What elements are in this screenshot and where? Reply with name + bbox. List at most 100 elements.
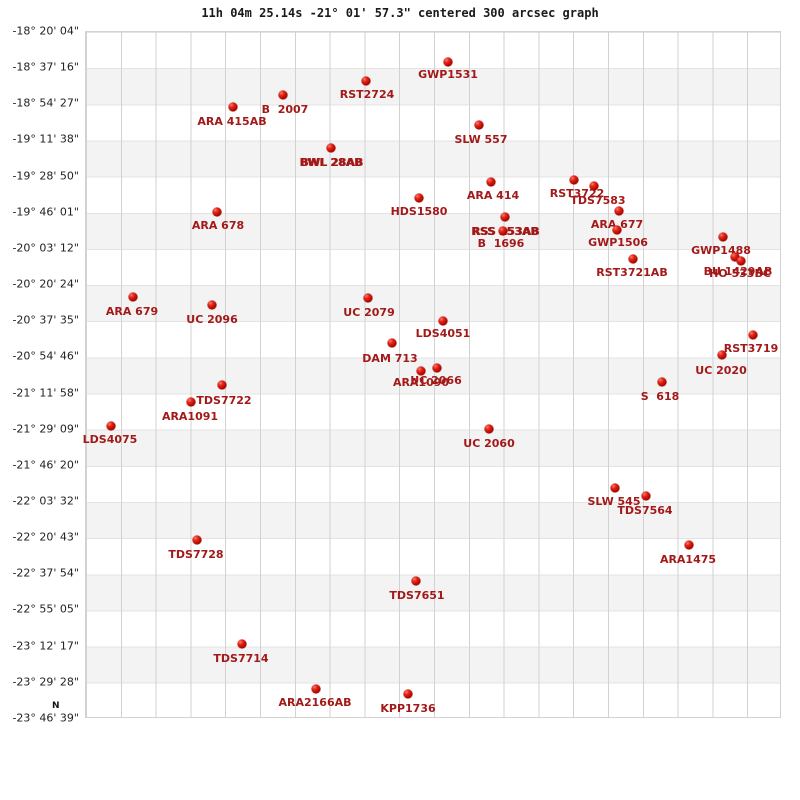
- y-tick-label: -22° 03' 32": [12, 494, 79, 508]
- star-dot: [614, 206, 624, 216]
- star-dot: [717, 350, 727, 360]
- star-dot: [569, 175, 579, 185]
- star-label: LDS4075: [82, 433, 138, 446]
- star-label: S 618: [640, 390, 680, 403]
- star-label: LDS4051: [415, 327, 471, 340]
- star-label: BU 1429AB: [703, 265, 773, 278]
- y-tick-label: -19° 28' 50": [12, 169, 79, 183]
- y-tick-label: -19° 11' 38": [12, 132, 79, 146]
- y-tick-label: -22° 20' 43": [12, 530, 79, 544]
- star-dot: [311, 684, 321, 694]
- star-label: ARA2166AB: [278, 696, 352, 709]
- star-label: TDS7564: [617, 504, 673, 517]
- star-label: GWP1506: [588, 236, 648, 249]
- star-label: UC 2079: [343, 306, 395, 319]
- star-label: GWP1488: [691, 244, 751, 257]
- y-tick-label: -22° 55' 05": [12, 602, 79, 616]
- star-dot: [432, 363, 442, 373]
- star-dot: [186, 397, 196, 407]
- y-tick-label: -23° 29' 28": [12, 675, 79, 689]
- star-label: RSS 253AB: [471, 225, 539, 238]
- star-label: ARA1090: [392, 376, 450, 389]
- star-dot: [387, 338, 397, 348]
- star-dot: [228, 102, 238, 112]
- star-label: ARA 415AB: [197, 115, 267, 128]
- y-tick-label: -23° 46' 39": [12, 711, 79, 725]
- star-dot: [486, 177, 496, 187]
- star-label: ARA1091: [161, 410, 219, 423]
- star-label: UC 2060: [463, 437, 515, 450]
- star-dot: [748, 330, 758, 340]
- star-label: UC 2020: [695, 364, 747, 377]
- star-dot: [278, 90, 288, 100]
- star-dot: [657, 377, 667, 387]
- y-tick-label: -19° 46' 01": [12, 205, 79, 219]
- star-label: RST3722: [549, 187, 605, 200]
- star-dot: [128, 292, 138, 302]
- y-tick-label: -21° 46' 20": [12, 458, 79, 472]
- y-tick-label: -22° 37' 54": [12, 566, 79, 580]
- star-dot: [212, 207, 222, 217]
- star-label: SLW 545: [587, 495, 641, 508]
- y-tick-label: -21° 29' 09": [12, 422, 79, 436]
- star-label: TDS7651: [389, 589, 445, 602]
- star-dot: [217, 380, 227, 390]
- star-dot: [443, 57, 453, 67]
- y-tick-label: -20° 54' 46": [12, 349, 79, 363]
- star-label: TDS7722: [196, 394, 252, 407]
- star-label: GWP1531: [418, 68, 478, 81]
- star-dot: [361, 76, 371, 86]
- star-dot: [500, 212, 510, 222]
- star-dot: [610, 483, 620, 493]
- star-label: HO 533BC: [709, 267, 771, 280]
- star-dot: [207, 300, 217, 310]
- star-dot: [363, 293, 373, 303]
- star-dot: [589, 181, 599, 191]
- y-tick-label: -20° 20' 24": [12, 277, 79, 291]
- y-tick-label: -23° 12' 17": [12, 639, 79, 653]
- star-label: TDS7728: [168, 548, 224, 561]
- star-label: BWL 28AB: [299, 156, 363, 169]
- y-tick-label: -18° 20' 04": [12, 24, 79, 38]
- star-label: ARA 677: [590, 218, 644, 231]
- chart-title: 11h 04m 25.14s -21° 01' 57.3" centered 3…: [201, 6, 599, 20]
- star-dot: [612, 225, 622, 235]
- star-label: ARA 414: [466, 189, 520, 202]
- star-label: HDS1580: [390, 205, 448, 218]
- north-indicator: N: [52, 701, 60, 711]
- star-label: SLW 557: [454, 133, 508, 146]
- star-dot: [628, 254, 638, 264]
- star-dot: [326, 143, 336, 153]
- star-dot: [237, 639, 247, 649]
- star-dot: [403, 689, 413, 699]
- y-tick-label: -20° 03' 12": [12, 241, 79, 255]
- star-label: ARA 679: [105, 305, 159, 318]
- star-label: UC 2066: [410, 374, 462, 387]
- star-dot: [414, 193, 424, 203]
- star-dot: [498, 226, 508, 236]
- y-tick-label: -21° 11' 58": [12, 386, 79, 399]
- star-label: DAM 713: [362, 352, 418, 365]
- star-dot: [684, 540, 694, 550]
- star-label: TDS7583: [570, 194, 626, 207]
- star-dot: [411, 576, 421, 586]
- star-label: TDS7714: [213, 652, 269, 665]
- star-dot: [416, 366, 426, 376]
- star-label: KPP1736: [380, 702, 436, 715]
- star-dot: [730, 252, 740, 262]
- star-dot: [106, 421, 116, 431]
- y-tick-label: -18° 37' 16": [12, 60, 79, 74]
- star-label: RST2724: [339, 88, 395, 101]
- star-dot: [484, 424, 494, 434]
- plot-area: [85, 31, 781, 718]
- star-label: B 1696: [477, 237, 525, 250]
- star-dot: [641, 491, 651, 501]
- star-dot: [718, 232, 728, 242]
- star-label: UC 2096: [186, 313, 238, 326]
- star-label: RST3721AB: [596, 266, 668, 279]
- star-label: B 2007: [261, 103, 309, 116]
- y-tick-label: -18° 54' 27": [12, 96, 79, 110]
- star-label: ARA1475: [659, 553, 717, 566]
- star-dot: [438, 316, 448, 326]
